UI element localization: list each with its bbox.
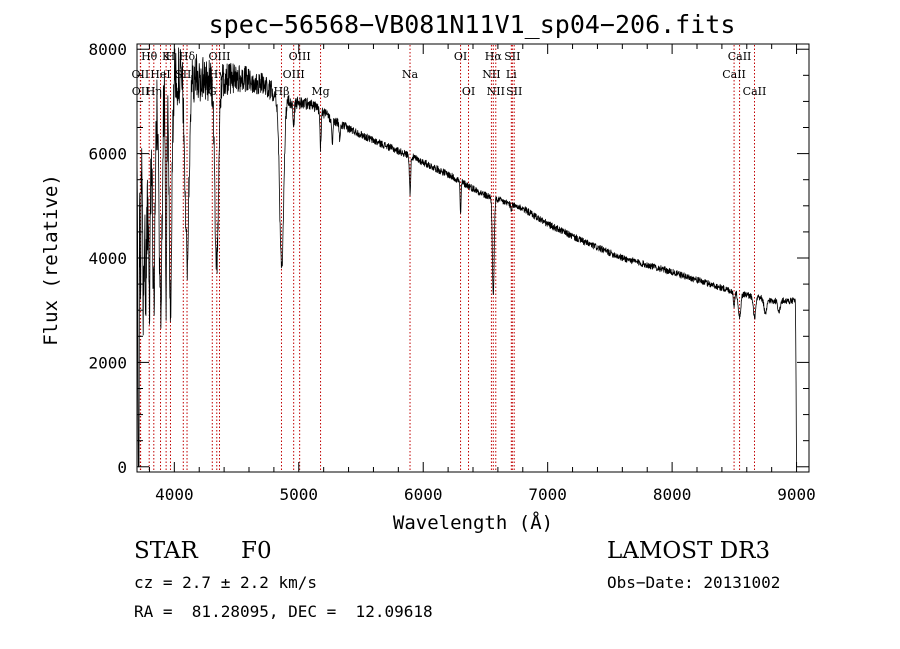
plot-frame <box>136 43 810 473</box>
spectrum-line <box>136 47 797 468</box>
emission-line-label: OI <box>454 50 467 63</box>
emission-line-label: OI <box>462 85 475 98</box>
emission-line-label: OII <box>132 68 150 81</box>
y-tick-label: 4000 <box>88 249 127 268</box>
x-tick-label: 7000 <box>528 485 567 504</box>
emission-line-label: G <box>208 85 217 98</box>
y-tick-label: 6000 <box>88 145 127 164</box>
emission-line-label: HeI <box>150 68 170 81</box>
emission-line-label: OIII <box>208 50 230 63</box>
emission-line-label: CaII <box>743 85 767 98</box>
emission-line-label: Hβ <box>274 85 290 98</box>
x-tick-label: 5000 <box>280 485 319 504</box>
emission-line-label: NII <box>487 85 505 98</box>
emission-line-label: SII <box>175 68 191 81</box>
emission-line-label: CaII <box>722 68 746 81</box>
y-axis-label: Flux (relative) <box>40 174 62 346</box>
x-tick-label: 6000 <box>404 485 443 504</box>
y-tick-label: 8000 <box>88 40 127 59</box>
x-tick-label: 4000 <box>155 485 194 504</box>
emission-line-label: Hη <box>146 85 162 98</box>
emission-line-label: OII <box>132 85 150 98</box>
emission-line-label: H <box>166 50 176 63</box>
observation-date: Obs−Date: 20131002 <box>607 573 781 592</box>
emission-line-label: K <box>162 50 171 63</box>
emission-line-label: Hδ <box>179 50 196 63</box>
emission-line-label: OIII <box>283 68 305 81</box>
object-type: STAR <box>134 538 198 564</box>
emission-line-label: CaII <box>728 50 752 63</box>
y-tick-label: 2000 <box>88 353 127 372</box>
emission-line-label: Li <box>506 68 517 81</box>
chart-title: spec−56568−VB081N11V1_sp04−206.fits <box>209 10 736 39</box>
emission-line-label: Na <box>402 68 419 81</box>
x-tick-label: 8000 <box>653 485 692 504</box>
emission-line-label: SII <box>506 85 522 98</box>
x-axis-label: Wavelength (Å) <box>393 511 553 534</box>
survey-name: LAMOST DR3 <box>607 538 771 564</box>
emission-line-label: Hγ <box>209 68 226 81</box>
emission-line-label: Hα <box>485 50 503 63</box>
emission-line-label: Mg <box>311 85 329 98</box>
emission-line-labels: HθOIIOIIHηHeIKHSIIHδGHγOIIIHβOIIIOIIIMgN… <box>132 50 767 98</box>
axis-ticks: 4000 5000 6000 7000 8000 9000 0 2000 4000 6000 800… <box>88 40 815 504</box>
emission-line-markers <box>139 45 755 471</box>
emission-line-label: OIII <box>289 50 311 63</box>
emission-line-label: SII <box>504 50 520 63</box>
spectral-subclass: F0 <box>241 538 272 564</box>
emission-line-label: Hθ <box>141 50 158 63</box>
x-tick-label: 9000 <box>777 485 816 504</box>
y-tick-label: 0 <box>117 458 127 477</box>
redshift-cz: cz = 2.7 ± 2.2 km/s <box>134 573 318 592</box>
ra-dec-coordinates: RA = 81.28095, DEC = 12.09618 <box>134 602 433 621</box>
emission-line-label: NII <box>482 68 500 81</box>
